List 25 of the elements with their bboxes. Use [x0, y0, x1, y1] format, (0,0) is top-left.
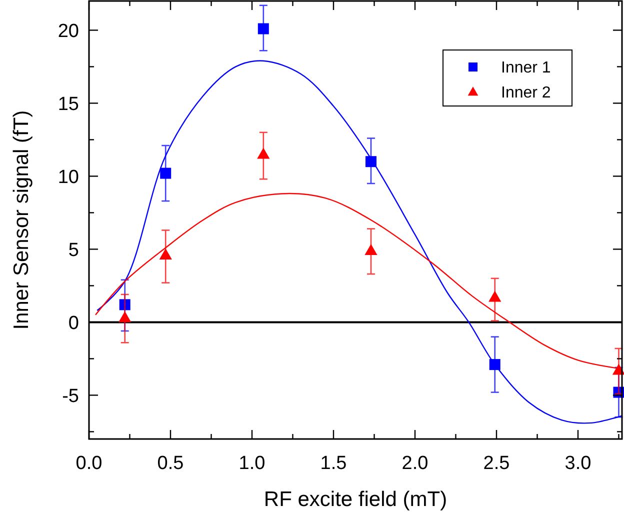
legend-label: Inner 1 — [501, 60, 551, 77]
x-tick-label: 1.0 — [238, 453, 266, 474]
x-tick-label: 2.5 — [483, 453, 510, 474]
point — [257, 148, 270, 159]
point — [364, 244, 378, 256]
x-tick-label: 2.0 — [402, 453, 428, 474]
point — [258, 23, 269, 34]
y-tick-label: 5 — [68, 240, 79, 261]
y-tick-label: 0 — [68, 312, 79, 334]
point — [118, 311, 132, 322]
point — [160, 168, 172, 179]
x-axis-title: RF excite field (mT) — [264, 488, 448, 511]
x-tick-label: 0.5 — [157, 453, 184, 474]
point — [612, 364, 624, 375]
point — [488, 290, 502, 302]
y-axis-title: Inner Sensor signal (fT) — [10, 110, 33, 330]
y-tick-label: 10 — [58, 166, 79, 188]
x-tick-label: 1.5 — [320, 453, 347, 474]
y-tick-label: 15 — [58, 94, 79, 115]
point — [159, 248, 172, 260]
x-tick-label: 0.0 — [76, 453, 102, 474]
legend-label: Inner 2 — [501, 84, 551, 102]
y-tick-label: 20 — [58, 20, 79, 42]
y-tick-label: -5 — [62, 386, 79, 407]
x-tick-label: 3.0 — [564, 453, 592, 474]
